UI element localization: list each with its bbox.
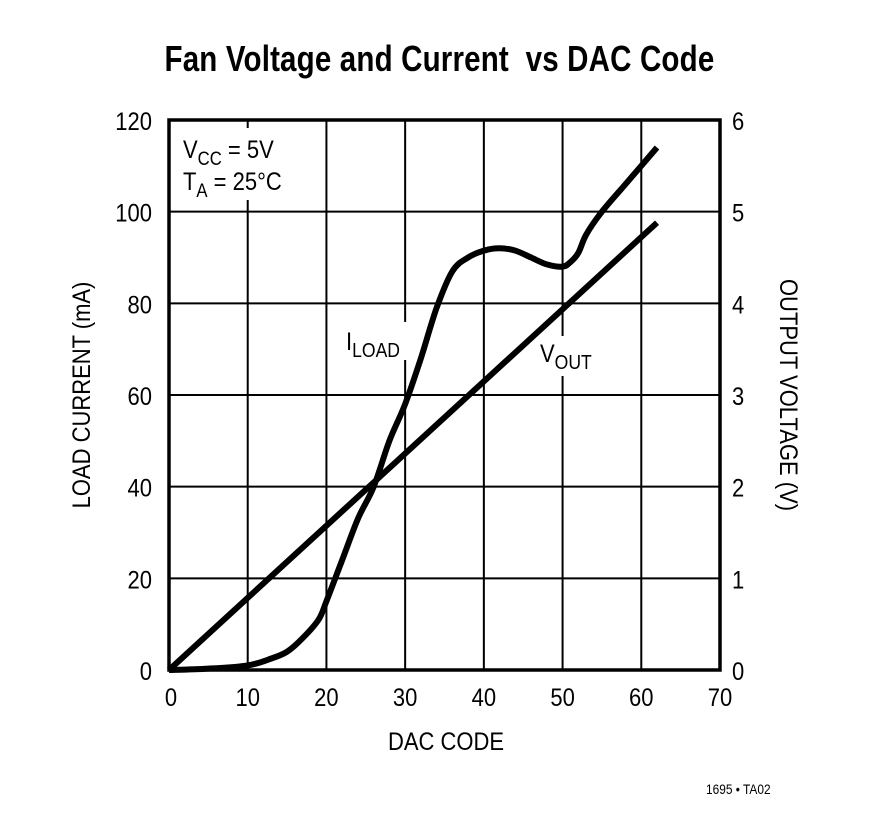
conditions-box-bg xyxy=(178,128,318,200)
y-right-tick-label: 3 xyxy=(732,383,744,411)
y-left-axis-label: LOAD CURRENT (mA) xyxy=(68,282,96,509)
vout-label-bg xyxy=(536,336,602,376)
iload-label: ILOAD xyxy=(346,328,400,362)
svg-text:TA = 25°C: TA = 25°C xyxy=(183,168,282,202)
y-right-axis-label: OUTPUT VOLTAGE (V) xyxy=(775,279,803,511)
x-tick-label: 10 xyxy=(235,684,259,712)
vcc-symbol: V xyxy=(183,136,198,164)
y-right-tick-label: 1 xyxy=(732,566,744,594)
y-left-tick-label: 60 xyxy=(128,383,152,411)
y-right-tick-label: 6 xyxy=(732,108,744,136)
x-tick-label: 50 xyxy=(550,684,574,712)
svg-text:VCC = 5V: VCC = 5V xyxy=(183,136,274,170)
y-left-tick-label: 120 xyxy=(115,108,152,136)
iload-label-bg xyxy=(340,322,414,360)
plot-frame xyxy=(167,118,722,672)
vout-label: VOUT xyxy=(540,340,592,374)
y-left-tick-label: 40 xyxy=(128,474,152,502)
chart-title: Fan Voltage and Current vs DAC Code xyxy=(164,38,715,79)
x-tick-label: 20 xyxy=(314,684,338,712)
y-left-tick-label: 0 xyxy=(140,658,152,686)
vout-curve xyxy=(166,220,660,673)
y-right-tick-label: 0 xyxy=(732,658,744,686)
x-tick-label: 40 xyxy=(472,684,496,712)
x-tick-label: 70 xyxy=(708,684,732,712)
y-left-tick-label: 20 xyxy=(128,566,152,594)
y-right-tick-labels: 0 1 2 3 4 5 6 xyxy=(732,108,744,686)
x-tick-label: 0 xyxy=(165,684,177,712)
figure-footnote: 1695 • TA02 xyxy=(706,781,771,797)
y-left-tick-labels: 0 20 40 60 80 100 120 xyxy=(115,108,152,686)
y-right-tick-label: 4 xyxy=(732,291,744,319)
x-tick-labels: 0 10 20 30 40 50 60 70 xyxy=(165,684,732,712)
x-axis-label: DAC CODE xyxy=(388,728,504,756)
x-tick-label: 30 xyxy=(393,684,417,712)
iload-curve xyxy=(168,145,660,673)
ta-symbol: T xyxy=(183,168,196,196)
y-left-tick-label: 80 xyxy=(128,291,152,319)
x-tick-label: 60 xyxy=(629,684,653,712)
y-right-tick-label: 5 xyxy=(732,199,744,227)
conditions-annotation: VCC = 5V TA = 25°C xyxy=(183,136,282,202)
grid-lines xyxy=(169,120,720,670)
y-left-tick-label: 100 xyxy=(115,199,152,227)
y-right-tick-label: 2 xyxy=(732,474,744,502)
